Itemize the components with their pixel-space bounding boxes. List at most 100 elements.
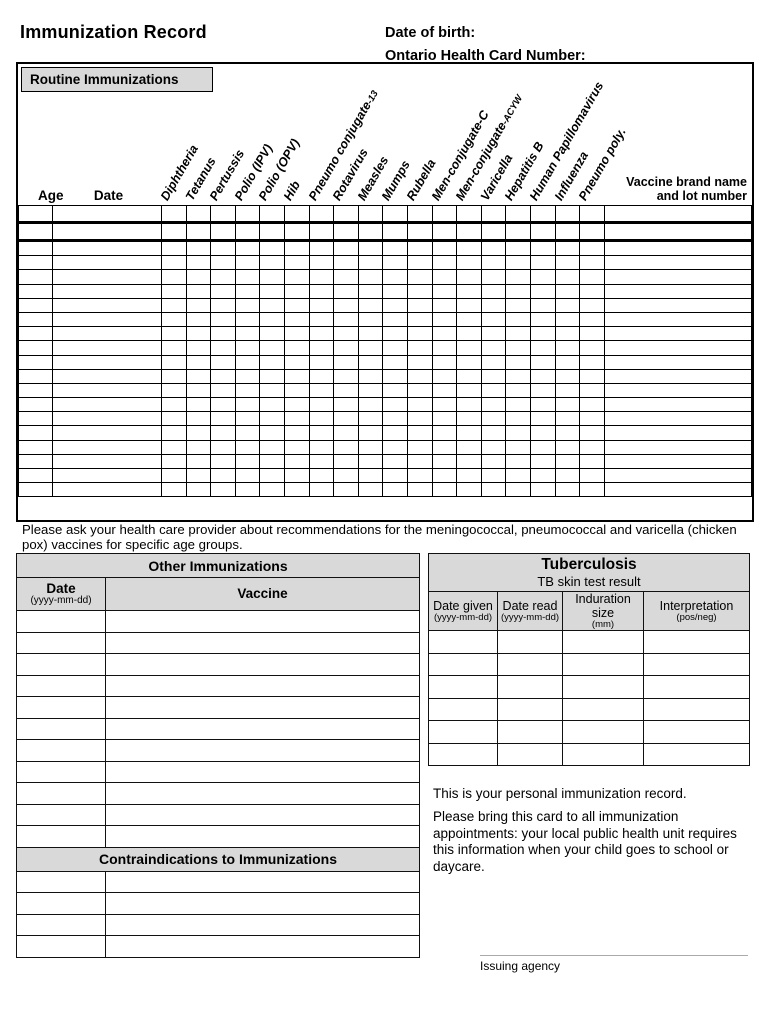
- cell-mumps[interactable]: [382, 340, 408, 356]
- cell-diphtheria[interactable]: [161, 453, 187, 470]
- cell-tb-interpretation[interactable]: [643, 630, 750, 654]
- cell-age[interactable]: [18, 269, 53, 285]
- cell-influenza[interactable]: [554, 382, 581, 399]
- cell-hib[interactable]: [283, 382, 310, 399]
- cell-mumps[interactable]: [382, 326, 408, 342]
- cell-measles[interactable]: [357, 269, 384, 285]
- cell-tetanus[interactable]: [185, 239, 212, 257]
- cell-rubella[interactable]: [406, 326, 433, 342]
- cell-influenza[interactable]: [554, 397, 581, 413]
- cell-age[interactable]: [18, 368, 53, 384]
- cell-brand-lot[interactable]: [603, 425, 753, 441]
- cell-influenza[interactable]: [554, 482, 581, 498]
- cell-tb-date-given[interactable]: [428, 675, 498, 699]
- cell-pneumo-conjugate-13[interactable]: [308, 382, 335, 399]
- cell-brand-lot[interactable]: [603, 397, 753, 413]
- cell-men-conjugate-c[interactable]: [431, 222, 458, 242]
- cell-rotavirus[interactable]: [333, 283, 359, 299]
- cell-pertussis[interactable]: [210, 297, 236, 313]
- cell-men-conjugate-c[interactable]: [431, 311, 458, 328]
- cell-measles[interactable]: [357, 482, 384, 498]
- cell-influenza[interactable]: [554, 326, 581, 342]
- cell-date[interactable]: [52, 239, 162, 257]
- cell-rotavirus[interactable]: [333, 467, 359, 484]
- cell-men-conjugate-c[interactable]: [431, 482, 458, 498]
- cell-pneumo-conjugate-13[interactable]: [308, 397, 335, 413]
- cell-diphtheria[interactable]: [161, 411, 187, 427]
- cell-men-conjugate-c[interactable]: [431, 326, 458, 342]
- cell-tb-date-read[interactable]: [497, 720, 563, 744]
- cell-date[interactable]: [52, 482, 162, 498]
- cell-pneumo-conjugate-13[interactable]: [308, 467, 335, 484]
- cell-men-conjugate-acyw[interactable]: [456, 269, 482, 285]
- cell-measles[interactable]: [357, 453, 384, 470]
- cell-pertussis[interactable]: [210, 453, 236, 470]
- cell-influenza[interactable]: [554, 222, 581, 242]
- cell-age[interactable]: [18, 205, 53, 224]
- cell-men-conjugate-acyw[interactable]: [456, 425, 482, 441]
- cell-rubella[interactable]: [406, 340, 433, 356]
- cell-measles[interactable]: [357, 411, 384, 427]
- cell-influenza[interactable]: [554, 239, 581, 257]
- cell-tb-date-read[interactable]: [497, 742, 563, 766]
- cell-brand-lot[interactable]: [603, 255, 753, 271]
- cell-men-conjugate-acyw[interactable]: [456, 255, 482, 271]
- cell-human-papillomavirus[interactable]: [529, 222, 556, 242]
- cell-tetanus[interactable]: [185, 382, 212, 399]
- cell-mumps[interactable]: [382, 311, 408, 328]
- cell-hib[interactable]: [283, 283, 310, 299]
- cell-diphtheria[interactable]: [161, 368, 187, 384]
- cell-brand-lot[interactable]: [603, 326, 753, 342]
- cell-hib[interactable]: [283, 297, 310, 313]
- cell-hib[interactable]: [283, 411, 310, 427]
- cell-measles[interactable]: [357, 205, 384, 224]
- cell-pneumo-poly[interactable]: [579, 482, 605, 498]
- cell-pneumo-poly[interactable]: [579, 269, 605, 285]
- cell-polio-opv[interactable]: [259, 397, 285, 413]
- cell-tb-date-given[interactable]: [428, 742, 498, 766]
- cell-hib[interactable]: [283, 239, 310, 257]
- cell-polio-ipv[interactable]: [234, 340, 261, 356]
- cell-polio-ipv[interactable]: [234, 255, 261, 271]
- cell-human-papillomavirus[interactable]: [529, 283, 556, 299]
- cell-date[interactable]: [52, 255, 162, 271]
- cell-hepatitis-b[interactable]: [505, 340, 531, 356]
- cell-tetanus[interactable]: [185, 205, 212, 224]
- cell-pneumo-poly[interactable]: [579, 340, 605, 356]
- cell-brand-lot[interactable]: [603, 411, 753, 427]
- cell-men-conjugate-acyw[interactable]: [456, 411, 482, 427]
- cell-polio-opv[interactable]: [259, 382, 285, 399]
- cell-age[interactable]: [18, 311, 53, 328]
- cell-pertussis[interactable]: [210, 255, 236, 271]
- cell-tb-date-given[interactable]: [428, 652, 498, 676]
- cell-human-papillomavirus[interactable]: [529, 269, 556, 285]
- cell-age[interactable]: [18, 239, 53, 257]
- cell-vaccine[interactable]: [105, 674, 420, 697]
- cell-date[interactable]: [52, 297, 162, 313]
- cell-polio-opv[interactable]: [259, 205, 285, 224]
- cell-date[interactable]: [52, 354, 162, 370]
- cell-hib[interactable]: [283, 311, 310, 328]
- cell-date[interactable]: [52, 397, 162, 413]
- cell-rotavirus[interactable]: [333, 255, 359, 271]
- cell-brand-lot[interactable]: [603, 368, 753, 384]
- cell-hepatitis-b[interactable]: [505, 269, 531, 285]
- cell-polio-ipv[interactable]: [234, 239, 261, 257]
- cell-polio-opv[interactable]: [259, 311, 285, 328]
- cell-polio-ipv[interactable]: [234, 297, 261, 313]
- cell-influenza[interactable]: [554, 467, 581, 484]
- cell-polio-opv[interactable]: [259, 239, 285, 257]
- cell-measles[interactable]: [357, 239, 384, 257]
- cell-pneumo-poly[interactable]: [579, 297, 605, 313]
- cell-tb-interpretation[interactable]: [643, 697, 750, 721]
- cell-pertussis[interactable]: [210, 368, 236, 384]
- cell-measles[interactable]: [357, 467, 384, 484]
- cell-human-papillomavirus[interactable]: [529, 453, 556, 470]
- cell-men-conjugate-acyw[interactable]: [456, 397, 482, 413]
- cell-diphtheria[interactable]: [161, 205, 187, 224]
- cell-tb-induration[interactable]: [562, 675, 644, 699]
- cell-age[interactable]: [18, 283, 53, 299]
- cell-tetanus[interactable]: [185, 283, 212, 299]
- cell-hepatitis-b[interactable]: [505, 255, 531, 271]
- cell-human-papillomavirus[interactable]: [529, 411, 556, 427]
